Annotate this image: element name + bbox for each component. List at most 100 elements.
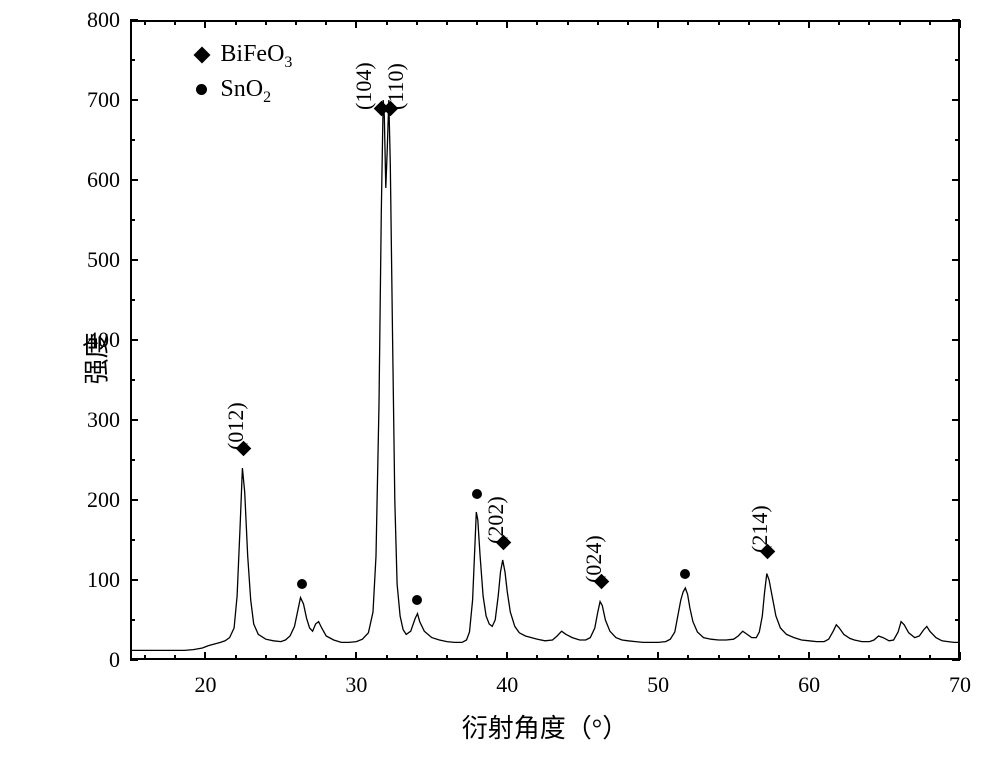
y-tick-right <box>952 499 960 501</box>
y-tick <box>130 579 138 581</box>
x-minor-tick-top <box>748 20 750 25</box>
x-minor-tick-top <box>174 20 176 25</box>
y-minor-tick <box>130 379 135 381</box>
x-minor-tick-top <box>536 20 538 25</box>
x-tick-top <box>808 20 810 28</box>
x-minor-tick <box>687 655 689 660</box>
y-tick-label: 500 <box>60 247 120 273</box>
x-minor-tick-top <box>325 20 327 25</box>
y-tick-label: 200 <box>60 487 120 513</box>
xrd-spectrum-line <box>0 0 1000 757</box>
legend-label-main: BiFeO <box>220 41 284 67</box>
y-tick-label: 600 <box>60 167 120 193</box>
legend-label: SnO2 <box>220 76 271 107</box>
y-minor-tick-right <box>955 59 960 61</box>
x-minor-tick <box>446 655 448 660</box>
legend-label: BiFeO3 <box>220 41 292 72</box>
y-tick <box>130 339 138 341</box>
x-minor-tick-top <box>476 20 478 25</box>
x-minor-tick-top <box>235 20 237 25</box>
y-tick-right <box>952 339 960 341</box>
y-tick-right <box>952 259 960 261</box>
x-minor-tick <box>778 655 780 660</box>
y-tick-label: 700 <box>60 87 120 113</box>
x-tick-label: 50 <box>638 672 678 698</box>
legend-label-subscript: 3 <box>284 54 292 71</box>
x-tick <box>657 652 659 660</box>
y-minor-tick <box>130 299 135 301</box>
x-minor-tick-top <box>899 20 901 25</box>
y-tick-label: 800 <box>60 7 120 33</box>
x-minor-tick <box>748 655 750 660</box>
x-minor-tick-top <box>295 20 297 25</box>
x-minor-tick <box>718 655 720 660</box>
x-minor-tick-top <box>687 20 689 25</box>
y-minor-tick <box>130 619 135 621</box>
y-minor-tick-right <box>955 539 960 541</box>
legend-label-main: SnO <box>220 76 263 102</box>
x-minor-tick-top <box>416 20 418 25</box>
x-minor-tick-top <box>868 20 870 25</box>
x-minor-tick <box>536 655 538 660</box>
circle-marker-icon <box>412 595 422 605</box>
x-minor-tick-top <box>265 20 267 25</box>
y-minor-tick-right <box>955 299 960 301</box>
x-minor-tick <box>325 655 327 660</box>
y-tick <box>130 19 138 21</box>
x-minor-tick <box>899 655 901 660</box>
x-tick-top <box>959 20 961 28</box>
peak-miller-index-label: (024) <box>581 535 607 583</box>
x-minor-tick-top <box>838 20 840 25</box>
x-minor-tick <box>265 655 267 660</box>
x-minor-tick <box>929 655 931 660</box>
y-tick-right <box>952 99 960 101</box>
peak-miller-index-label: (214) <box>747 506 773 554</box>
x-axis-label: 衍射角度（°） <box>395 708 695 745</box>
x-minor-tick <box>597 655 599 660</box>
y-minor-tick <box>130 59 135 61</box>
y-tick-label: 0 <box>60 647 120 673</box>
y-minor-tick-right <box>955 219 960 221</box>
y-minor-tick-right <box>955 379 960 381</box>
y-tick-right <box>952 419 960 421</box>
x-minor-tick-top <box>929 20 931 25</box>
xrd-figure: 强度 衍射角度（°） 01002003004005006007008002030… <box>0 0 1000 757</box>
x-tick <box>506 652 508 660</box>
x-minor-tick <box>144 655 146 660</box>
x-minor-tick <box>868 655 870 660</box>
x-minor-tick-top <box>778 20 780 25</box>
peak-miller-index-label: (012) <box>223 402 249 450</box>
y-tick <box>130 419 138 421</box>
x-tick <box>204 652 206 660</box>
y-axis-label: 强度 <box>77 299 114 419</box>
y-tick-label: 300 <box>60 407 120 433</box>
y-minor-tick <box>130 459 135 461</box>
x-minor-tick-top <box>386 20 388 25</box>
x-tick-label: 70 <box>940 672 980 698</box>
y-tick-label: 400 <box>60 327 120 353</box>
x-tick-top <box>204 20 206 28</box>
x-tick-label: 60 <box>789 672 829 698</box>
y-tick <box>130 659 138 661</box>
x-tick-label: 40 <box>487 672 527 698</box>
x-minor-tick-top <box>597 20 599 25</box>
xrd-polyline <box>130 100 960 650</box>
x-minor-tick-top <box>446 20 448 25</box>
y-minor-tick-right <box>955 619 960 621</box>
x-tick-label: 20 <box>185 672 225 698</box>
x-minor-tick <box>416 655 418 660</box>
y-tick <box>130 99 138 101</box>
x-minor-tick <box>295 655 297 660</box>
legend-label-subscript: 2 <box>263 89 271 106</box>
y-minor-tick-right <box>955 459 960 461</box>
x-minor-tick <box>476 655 478 660</box>
peak-miller-index-label: (110) <box>383 63 409 110</box>
x-tick-top <box>506 20 508 28</box>
y-tick-right <box>952 179 960 181</box>
circle-marker-icon <box>297 579 307 589</box>
x-tick-top <box>657 20 659 28</box>
y-minor-tick <box>130 219 135 221</box>
x-minor-tick-top <box>144 20 146 25</box>
x-tick-top <box>355 20 357 28</box>
x-minor-tick-top <box>567 20 569 25</box>
